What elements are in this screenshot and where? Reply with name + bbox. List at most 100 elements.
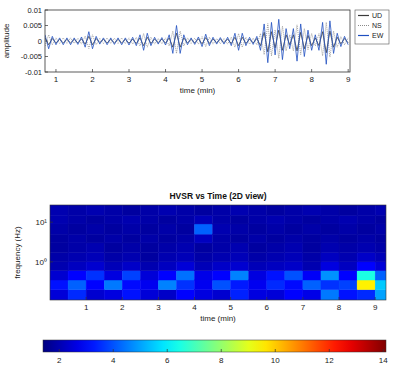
heatmap-cell xyxy=(231,253,249,262)
heatmap-cell xyxy=(285,280,303,290)
heatmap-cell xyxy=(104,234,122,243)
heatmap-cell xyxy=(267,290,285,300)
heatmap-cell xyxy=(213,271,231,280)
heatmap-cell xyxy=(231,271,249,280)
y-tick xyxy=(45,56,48,57)
heatmap-cell xyxy=(285,215,303,224)
x-tick-label: 3 xyxy=(156,303,161,312)
heatmap-cell xyxy=(339,290,357,300)
heatmap-cell xyxy=(357,243,375,253)
plot-area xyxy=(45,19,348,64)
heatmap-cell xyxy=(176,215,194,224)
heatmap-cell xyxy=(195,243,213,253)
heatmap-cell xyxy=(68,205,86,215)
heatmap-cell xyxy=(285,205,303,215)
plot-bg xyxy=(45,10,350,72)
colorbar-tick xyxy=(329,349,330,352)
heatmap-cell xyxy=(176,262,194,271)
heatmap-cell xyxy=(122,205,140,215)
heatmap-cell xyxy=(122,290,140,300)
heatmap-cell xyxy=(86,215,104,224)
heatmap-cell xyxy=(357,234,375,243)
heatmap-cell xyxy=(249,271,267,280)
legend-label: NS xyxy=(372,22,382,29)
plot-area xyxy=(50,205,386,300)
legend: UDNSEW xyxy=(355,10,389,44)
heatmap-cell xyxy=(158,243,176,253)
heatmap-cell xyxy=(195,224,213,234)
colorbar-tick xyxy=(221,349,222,352)
heatmap-cell xyxy=(375,271,386,280)
legend-swatch xyxy=(358,35,369,36)
x-tick xyxy=(311,69,312,72)
colorbar-tick xyxy=(167,349,168,352)
heatmap-cell xyxy=(267,280,285,290)
x-tick xyxy=(55,69,56,72)
heatmap-cell xyxy=(140,234,158,243)
y-tick xyxy=(45,41,48,42)
x-tick-label: 3 xyxy=(127,75,132,84)
heatmap-cell xyxy=(231,234,249,243)
heatmap-cell xyxy=(195,205,213,215)
heatmap-cell xyxy=(68,280,86,290)
heatmap-cell xyxy=(285,271,303,280)
heatmap-cell xyxy=(303,205,321,215)
heatmap-cell xyxy=(285,253,303,262)
heatmap-cell xyxy=(321,262,339,271)
heatmap-cell xyxy=(339,262,357,271)
heatmap-cell xyxy=(86,280,104,290)
x-tick xyxy=(86,297,87,300)
heatmap-cell xyxy=(375,234,386,243)
heatmap-cell xyxy=(375,243,386,253)
heatmap-cell xyxy=(104,224,122,234)
heatmap-cell xyxy=(339,243,357,253)
heatmap-cell xyxy=(140,271,158,280)
heatmap-cell xyxy=(122,243,140,253)
heatmap-cell xyxy=(195,280,213,290)
heatmap-cell xyxy=(213,205,231,215)
heatmap-cell xyxy=(158,271,176,280)
heatmap-cell xyxy=(303,262,321,271)
x-tick-label: 9 xyxy=(373,303,378,312)
x-tick-label: 5 xyxy=(228,303,233,312)
heatmap-cell xyxy=(339,205,357,215)
heatmap-cell xyxy=(140,262,158,271)
heatmap-cell xyxy=(195,262,213,271)
heatmap-cell xyxy=(303,290,321,300)
heatmap-cell xyxy=(267,253,285,262)
heatmap-cell xyxy=(357,224,375,234)
heatmap-cell xyxy=(104,253,122,262)
heatmap-cell xyxy=(104,243,122,253)
heatmap-cell xyxy=(86,271,104,280)
x-tick xyxy=(129,69,130,72)
heatmap-cell xyxy=(86,253,104,262)
waveform-line xyxy=(45,19,348,64)
heatmap-cell xyxy=(231,215,249,224)
heatmap-cell xyxy=(50,253,68,262)
y-tick-label: 10⁰ xyxy=(35,258,47,267)
heatmap-cell xyxy=(50,271,68,280)
heatmap-cell xyxy=(122,253,140,262)
heatmap-cell xyxy=(86,243,104,253)
heatmap-cell xyxy=(375,215,386,224)
heatmap-cell xyxy=(86,224,104,234)
heatmap-cell xyxy=(122,224,140,234)
heatmap-cell xyxy=(213,224,231,234)
heatmap-cell xyxy=(303,215,321,224)
heatmap-cell xyxy=(68,262,86,271)
x-tick xyxy=(230,297,231,300)
heatmap-cell xyxy=(357,215,375,224)
heatmap-cell xyxy=(122,262,140,271)
heatmap-cell xyxy=(375,205,386,215)
x-tick xyxy=(194,297,195,300)
heatmap-cell xyxy=(158,290,176,300)
heatmap-cell xyxy=(303,224,321,234)
heatmap-cell xyxy=(321,253,339,262)
heatmap-cell xyxy=(231,205,249,215)
heatmap-cell xyxy=(357,290,375,300)
x-tick-label: 6 xyxy=(236,75,241,84)
x-tick xyxy=(92,69,93,72)
heatmap-cell xyxy=(122,280,140,290)
heatmap-cell xyxy=(195,253,213,262)
heatmap-cell xyxy=(176,280,194,290)
